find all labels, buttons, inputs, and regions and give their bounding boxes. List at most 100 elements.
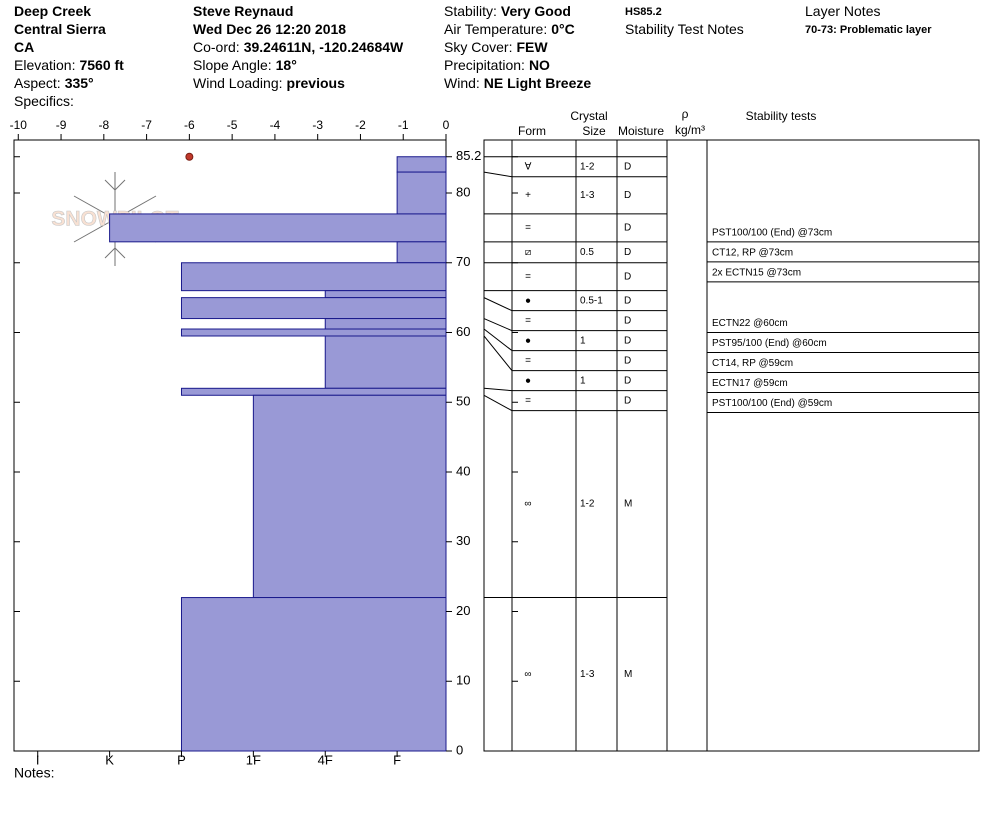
grain-form: = — [525, 355, 531, 366]
stability-test: 2x ECTN15 @73cm — [712, 267, 801, 278]
stability-test: PST100/100 (End) @59cm — [712, 398, 832, 409]
header-field: Central Sierra — [14, 21, 106, 37]
hardness-bar — [180, 297, 447, 320]
header-field: HS85.2 — [625, 6, 662, 18]
field-label: Stability: — [444, 3, 497, 19]
hardness-bar — [396, 241, 447, 264]
moisture: M — [624, 669, 632, 680]
temp-tick-label: -10 — [10, 118, 28, 132]
stability-test: ECTN17 @59cm — [712, 378, 788, 389]
density-symbol: ρ — [682, 107, 689, 121]
layer-connector — [483, 171, 513, 178]
header-field: Steve Reynaud — [193, 3, 293, 19]
header-field: Wind Loading: previous — [193, 75, 345, 91]
hardness-tick-label: P — [177, 752, 186, 767]
grain-form: ∀ — [525, 161, 532, 172]
grain-form: = — [525, 223, 531, 234]
stability-test: PST95/100 (End) @60cm — [712, 338, 827, 349]
stability-test: PST100/100 (End) @73cm — [712, 227, 832, 238]
temp-tick-label: -9 — [56, 118, 67, 132]
temp-tick-label: -5 — [227, 118, 238, 132]
grain-size: 1-3 — [580, 669, 595, 680]
hardness-bar — [109, 213, 447, 243]
field-label: Slope Angle: — [193, 57, 272, 73]
grain-form: + — [525, 190, 531, 201]
stability-test: CT14, RP @59cm — [712, 358, 793, 369]
hardness-tick-label: I — [36, 752, 40, 767]
field-value: CA — [14, 39, 34, 55]
layer-connector — [483, 297, 513, 312]
field-value: Central Sierra — [14, 21, 106, 37]
layer-connector — [483, 387, 513, 392]
stability-test: CT12, RP @73cm — [712, 247, 793, 258]
field-label: Aspect: — [14, 75, 61, 91]
field-value: 0°C — [551, 21, 575, 37]
field-label: Sky Cover: — [444, 39, 512, 55]
layer-connector — [483, 328, 513, 352]
field-label: Wind: — [444, 75, 480, 91]
moisture: D — [624, 271, 631, 282]
temp-tick-label: -1 — [398, 118, 409, 132]
header-field: Wed Dec 26 12:20 2018 — [193, 21, 346, 37]
hardness-bar — [180, 328, 447, 337]
grain-form: ● — [525, 335, 531, 346]
field-label: Wind Loading: — [193, 75, 283, 91]
header-field: Deep Creek — [14, 3, 91, 19]
moisture: D — [624, 395, 631, 406]
height-tick-label: 60 — [456, 324, 470, 339]
header-field: Stability Test Notes — [625, 21, 744, 37]
field-value: NO — [529, 57, 550, 73]
height-tick-label: 85.2 — [456, 148, 481, 163]
moisture: M — [624, 499, 632, 510]
grain-form: ● — [525, 295, 531, 306]
density-unit: kg/m³ — [675, 123, 705, 137]
hardness-bar — [396, 156, 447, 173]
moisture: D — [624, 190, 631, 201]
field-label: Specifics: — [14, 93, 74, 109]
grain-form: ● — [525, 375, 531, 386]
field-label: Elevation: — [14, 57, 75, 73]
hardness-tick-label: 1F — [246, 752, 261, 767]
grain-size: 1-2 — [580, 499, 595, 510]
field-label: Co-ord: — [193, 39, 240, 55]
notes-label: Notes: — [14, 765, 54, 781]
grain-form: ⧄ — [525, 247, 531, 258]
header-field: Specifics: — [14, 93, 74, 109]
layer-connector — [483, 318, 513, 332]
field-note: 70-73: Problematic layer — [805, 24, 932, 36]
height-tick-label: 30 — [456, 533, 470, 548]
layer-connector — [483, 335, 513, 371]
temp-tick-label: -3 — [312, 118, 323, 132]
grain-size: 1-3 — [580, 190, 595, 201]
hardness-bar — [180, 387, 447, 396]
stability-test: ECTN22 @60cm — [712, 318, 788, 329]
moisture: D — [624, 375, 631, 386]
field-value: 335° — [65, 75, 94, 91]
hardness-bar — [252, 394, 447, 599]
tests-header: Stability tests — [746, 109, 817, 123]
height-tick-label: 0 — [456, 742, 463, 757]
field-value: Very Good — [501, 3, 571, 19]
temp-tick-label: 0 — [443, 118, 450, 132]
grain-form: = — [525, 271, 531, 282]
field-value: 7560 ft — [79, 57, 124, 73]
temp-tick-label: -4 — [270, 118, 281, 132]
field-value: previous — [287, 75, 346, 91]
hardness-bar — [180, 597, 447, 752]
header-field: Precipitation: NO — [444, 57, 550, 73]
grain-form: ∞ — [524, 669, 531, 680]
field-label: Stability Test Notes — [625, 21, 744, 37]
moisture: D — [624, 295, 631, 306]
field-value: 39.24611N, -120.24684W — [244, 39, 404, 55]
table-frame — [483, 139, 980, 752]
form-header: Form — [518, 124, 546, 138]
header-field: Air Temperature: 0°C — [444, 21, 575, 37]
header-field: Wind: NE Light Breeze — [444, 75, 591, 91]
height-tick-label: 70 — [456, 254, 470, 269]
grain-size: 0.5 — [580, 247, 594, 258]
header-field: 70-73: Problematic layer — [805, 24, 932, 36]
field-note: HS85.2 — [625, 6, 662, 18]
field-value: Steve Reynaud — [193, 3, 293, 19]
moisture-header: Moisture — [618, 124, 664, 138]
